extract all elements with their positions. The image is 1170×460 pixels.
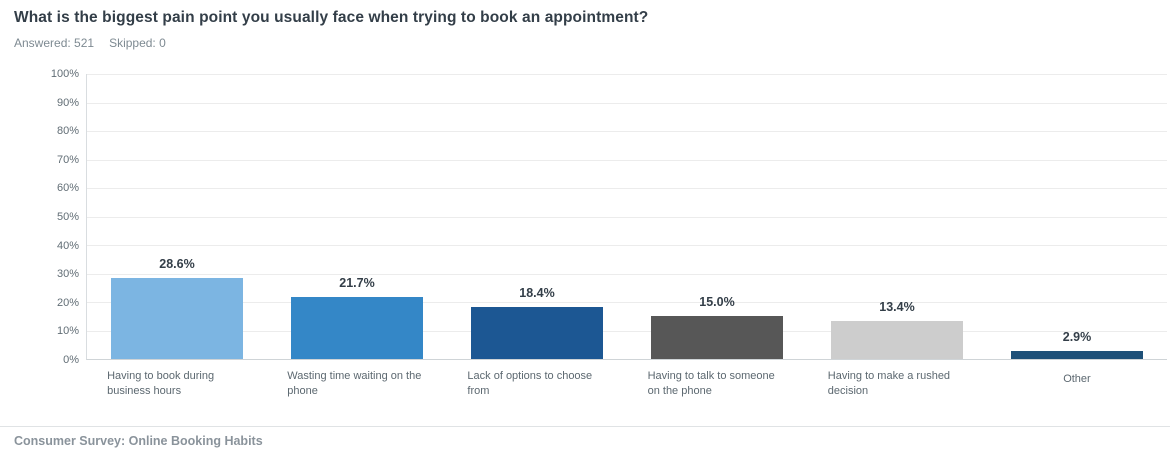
bar bbox=[471, 306, 603, 359]
bar-group: 15.0% bbox=[627, 74, 807, 359]
x-axis-labels: Having to book during business hours Wast… bbox=[86, 360, 1167, 399]
survey-source-label: Consumer Survey: Online Booking Habits bbox=[14, 433, 263, 448]
y-tick-label: 50% bbox=[56, 211, 79, 223]
category-label-slot: Having to book during business hours bbox=[86, 369, 266, 399]
gridline bbox=[87, 330, 1167, 332]
y-tick-label: 40% bbox=[56, 239, 79, 252]
gridline bbox=[87, 74, 1167, 75]
bar bbox=[831, 320, 963, 359]
y-tick-label: 90% bbox=[56, 96, 79, 109]
category-label: Having to book during business hours bbox=[107, 370, 215, 397]
category-label-slot: Other bbox=[987, 369, 1167, 399]
category-label: Having to make a rushed decision bbox=[827, 370, 951, 397]
y-tick-label: 10% bbox=[56, 325, 79, 338]
y-tick-label: 60% bbox=[56, 182, 79, 195]
category-label-slot: Wasting time waiting on the phone bbox=[266, 369, 446, 399]
gridline bbox=[87, 302, 1167, 303]
gridline bbox=[87, 245, 1167, 246]
chart-footer: Consumer Survey: Online Booking Habits bbox=[0, 425, 1170, 460]
plot-area: 28.6% 21.7% 18.4% 15.0% 13.4% 2.9% bbox=[86, 74, 1167, 360]
bar bbox=[1011, 350, 1143, 359]
category-label-slot: Having to make a rushed decision bbox=[807, 369, 987, 399]
bars-row: 28.6% 21.7% 18.4% 15.0% 13.4% 2.9% bbox=[87, 74, 1167, 359]
gridline bbox=[87, 159, 1167, 161]
category-label: Other bbox=[1063, 373, 1091, 385]
y-axis: 100% 90% 80% 70% 60% 50% 40% 30% 20% 10% 0% bbox=[0, 68, 86, 366]
category-label: Having to talk to someone on the phone bbox=[647, 370, 775, 397]
skipped-count: Skipped: 0 bbox=[109, 36, 166, 50]
y-tick-label: 100% bbox=[50, 68, 79, 80]
bar-group: 13.4% bbox=[807, 74, 987, 359]
bar bbox=[291, 297, 423, 359]
bar-value-label: 21.7% bbox=[339, 276, 375, 291]
gridline bbox=[87, 273, 1167, 275]
bar-value-label: 2.9% bbox=[1062, 329, 1092, 344]
bar-chart: 100% 90% 80% 70% 60% 50% 40% 30% 20% 10% 0% 28.6% 2… bbox=[0, 68, 1170, 399]
category-label: Wasting time waiting on the phone bbox=[287, 370, 422, 397]
answered-count: Answered: 521 bbox=[14, 36, 95, 50]
category-label: Lack of options to choose from bbox=[467, 370, 593, 397]
gridline bbox=[87, 131, 1167, 132]
response-meta: Answered: 521 Skipped: 0 bbox=[14, 36, 1156, 50]
bar-group: 18.4% bbox=[447, 74, 627, 359]
bar-group: 21.7% bbox=[267, 74, 447, 359]
bar-value-label: 28.6% bbox=[159, 256, 195, 271]
y-tick-label: 20% bbox=[56, 296, 79, 309]
y-tick-label: 70% bbox=[56, 153, 79, 166]
bar bbox=[111, 277, 243, 359]
bar-value-label: 18.4% bbox=[519, 285, 555, 300]
plot-column: 28.6% 21.7% 18.4% 15.0% 13.4% 2.9% Having to … bbox=[86, 74, 1167, 399]
y-tick-label: 30% bbox=[56, 268, 79, 281]
gridline bbox=[87, 102, 1167, 104]
question-header: What is the biggest pain point you usual… bbox=[0, 0, 1170, 50]
bar-group: 28.6% bbox=[87, 74, 267, 359]
gridline bbox=[87, 188, 1167, 189]
gridline bbox=[87, 216, 1167, 218]
category-label-slot: Having to talk to someone on the phone bbox=[627, 369, 807, 399]
y-tick-label: 80% bbox=[56, 125, 79, 138]
bar bbox=[651, 316, 783, 359]
bar-group: 2.9% bbox=[987, 74, 1167, 359]
category-label-slot: Lack of options to choose from bbox=[446, 369, 626, 399]
question-title: What is the biggest pain point you usual… bbox=[14, 9, 649, 26]
bar-value-label: 13.4% bbox=[879, 299, 915, 314]
y-tick-label: 0% bbox=[63, 354, 79, 366]
bar-value-label: 15.0% bbox=[699, 295, 735, 310]
